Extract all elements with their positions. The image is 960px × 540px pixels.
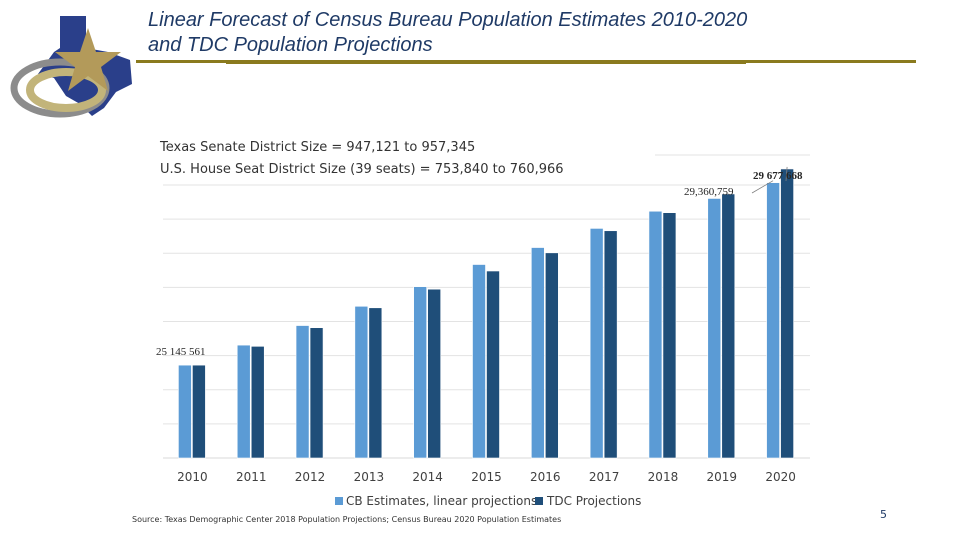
x-tick-label: 2018: [648, 470, 679, 484]
legend-label-tdc: TDC Projections: [546, 494, 641, 508]
bar-cb-2020: [766, 182, 780, 459]
source-note: Source: Texas Demographic Center 2018 Po…: [132, 515, 562, 524]
x-tick-label: 2020: [765, 470, 796, 484]
bar-cb-2011: [236, 344, 251, 459]
bar-tdc-2018: [662, 212, 677, 459]
bar-tdc-2014: [427, 288, 441, 459]
bar-tdc-2010: [192, 364, 206, 459]
title-line-2: and TDC Population Projections: [148, 34, 433, 56]
bar-tdc-2016: [545, 252, 559, 459]
x-tick-label: 2015: [471, 470, 502, 484]
house-district-note: U.S. House Seat District Size (39 seats)…: [160, 162, 564, 177]
legend-label-cb: CB Estimates, linear projections: [346, 494, 537, 508]
bar-cb-2018: [648, 210, 663, 459]
data-label: 29,360,759: [684, 186, 734, 198]
x-tick-label: 2012: [295, 470, 326, 484]
leader-line: [751, 180, 774, 194]
title-line-1: Linear Forecast of Census Bureau Populat…: [148, 9, 748, 31]
page-number: 5: [880, 508, 887, 521]
bar-tdc-2012: [309, 327, 324, 459]
senate-district-note: Texas Senate District Size = 947,121 to …: [160, 140, 476, 155]
x-tick-label: 2017: [589, 470, 620, 484]
page-title: Linear Forecast of Census Bureau Populat…: [148, 8, 938, 58]
x-tick-label: 2011: [236, 470, 267, 484]
bar-cb-2010: [178, 364, 192, 459]
bar-cb-2012: [295, 325, 310, 459]
bar-cb-2019: [707, 198, 722, 459]
legend-swatch-tdc: [535, 497, 543, 505]
district-size-notes: Texas Senate District Size = 947,121 to …: [160, 137, 564, 181]
bar-cb-2013: [354, 305, 369, 459]
bar-tdc-2017: [603, 230, 618, 459]
x-tick-label: 2016: [530, 470, 561, 484]
x-tick-label: 2010: [177, 470, 208, 484]
bar-tdc-2013: [368, 307, 383, 459]
bar-tdc-2015: [486, 270, 500, 459]
data-label: 29 677 668: [753, 170, 803, 182]
legend-swatch-cb: [335, 497, 343, 505]
leader-line: [785, 166, 788, 182]
title-underline: [136, 60, 916, 63]
bar-tdc-2019: [721, 193, 736, 459]
x-tick-label: 2013: [354, 470, 385, 484]
data-label: 25 145 561: [156, 346, 206, 358]
bar-cb-2014: [413, 286, 427, 459]
bar-tdc-2011: [250, 346, 265, 459]
bar-cb-2017: [589, 228, 604, 459]
texas-star-logo: [8, 8, 138, 118]
bar-cb-2015: [472, 264, 486, 459]
x-tick-label: 2014: [412, 470, 443, 484]
title-underline-thin: [226, 63, 746, 64]
bar-tdc-2020: [780, 168, 794, 459]
bar-cb-2016: [531, 247, 545, 459]
x-tick-label: 2019: [706, 470, 737, 484]
